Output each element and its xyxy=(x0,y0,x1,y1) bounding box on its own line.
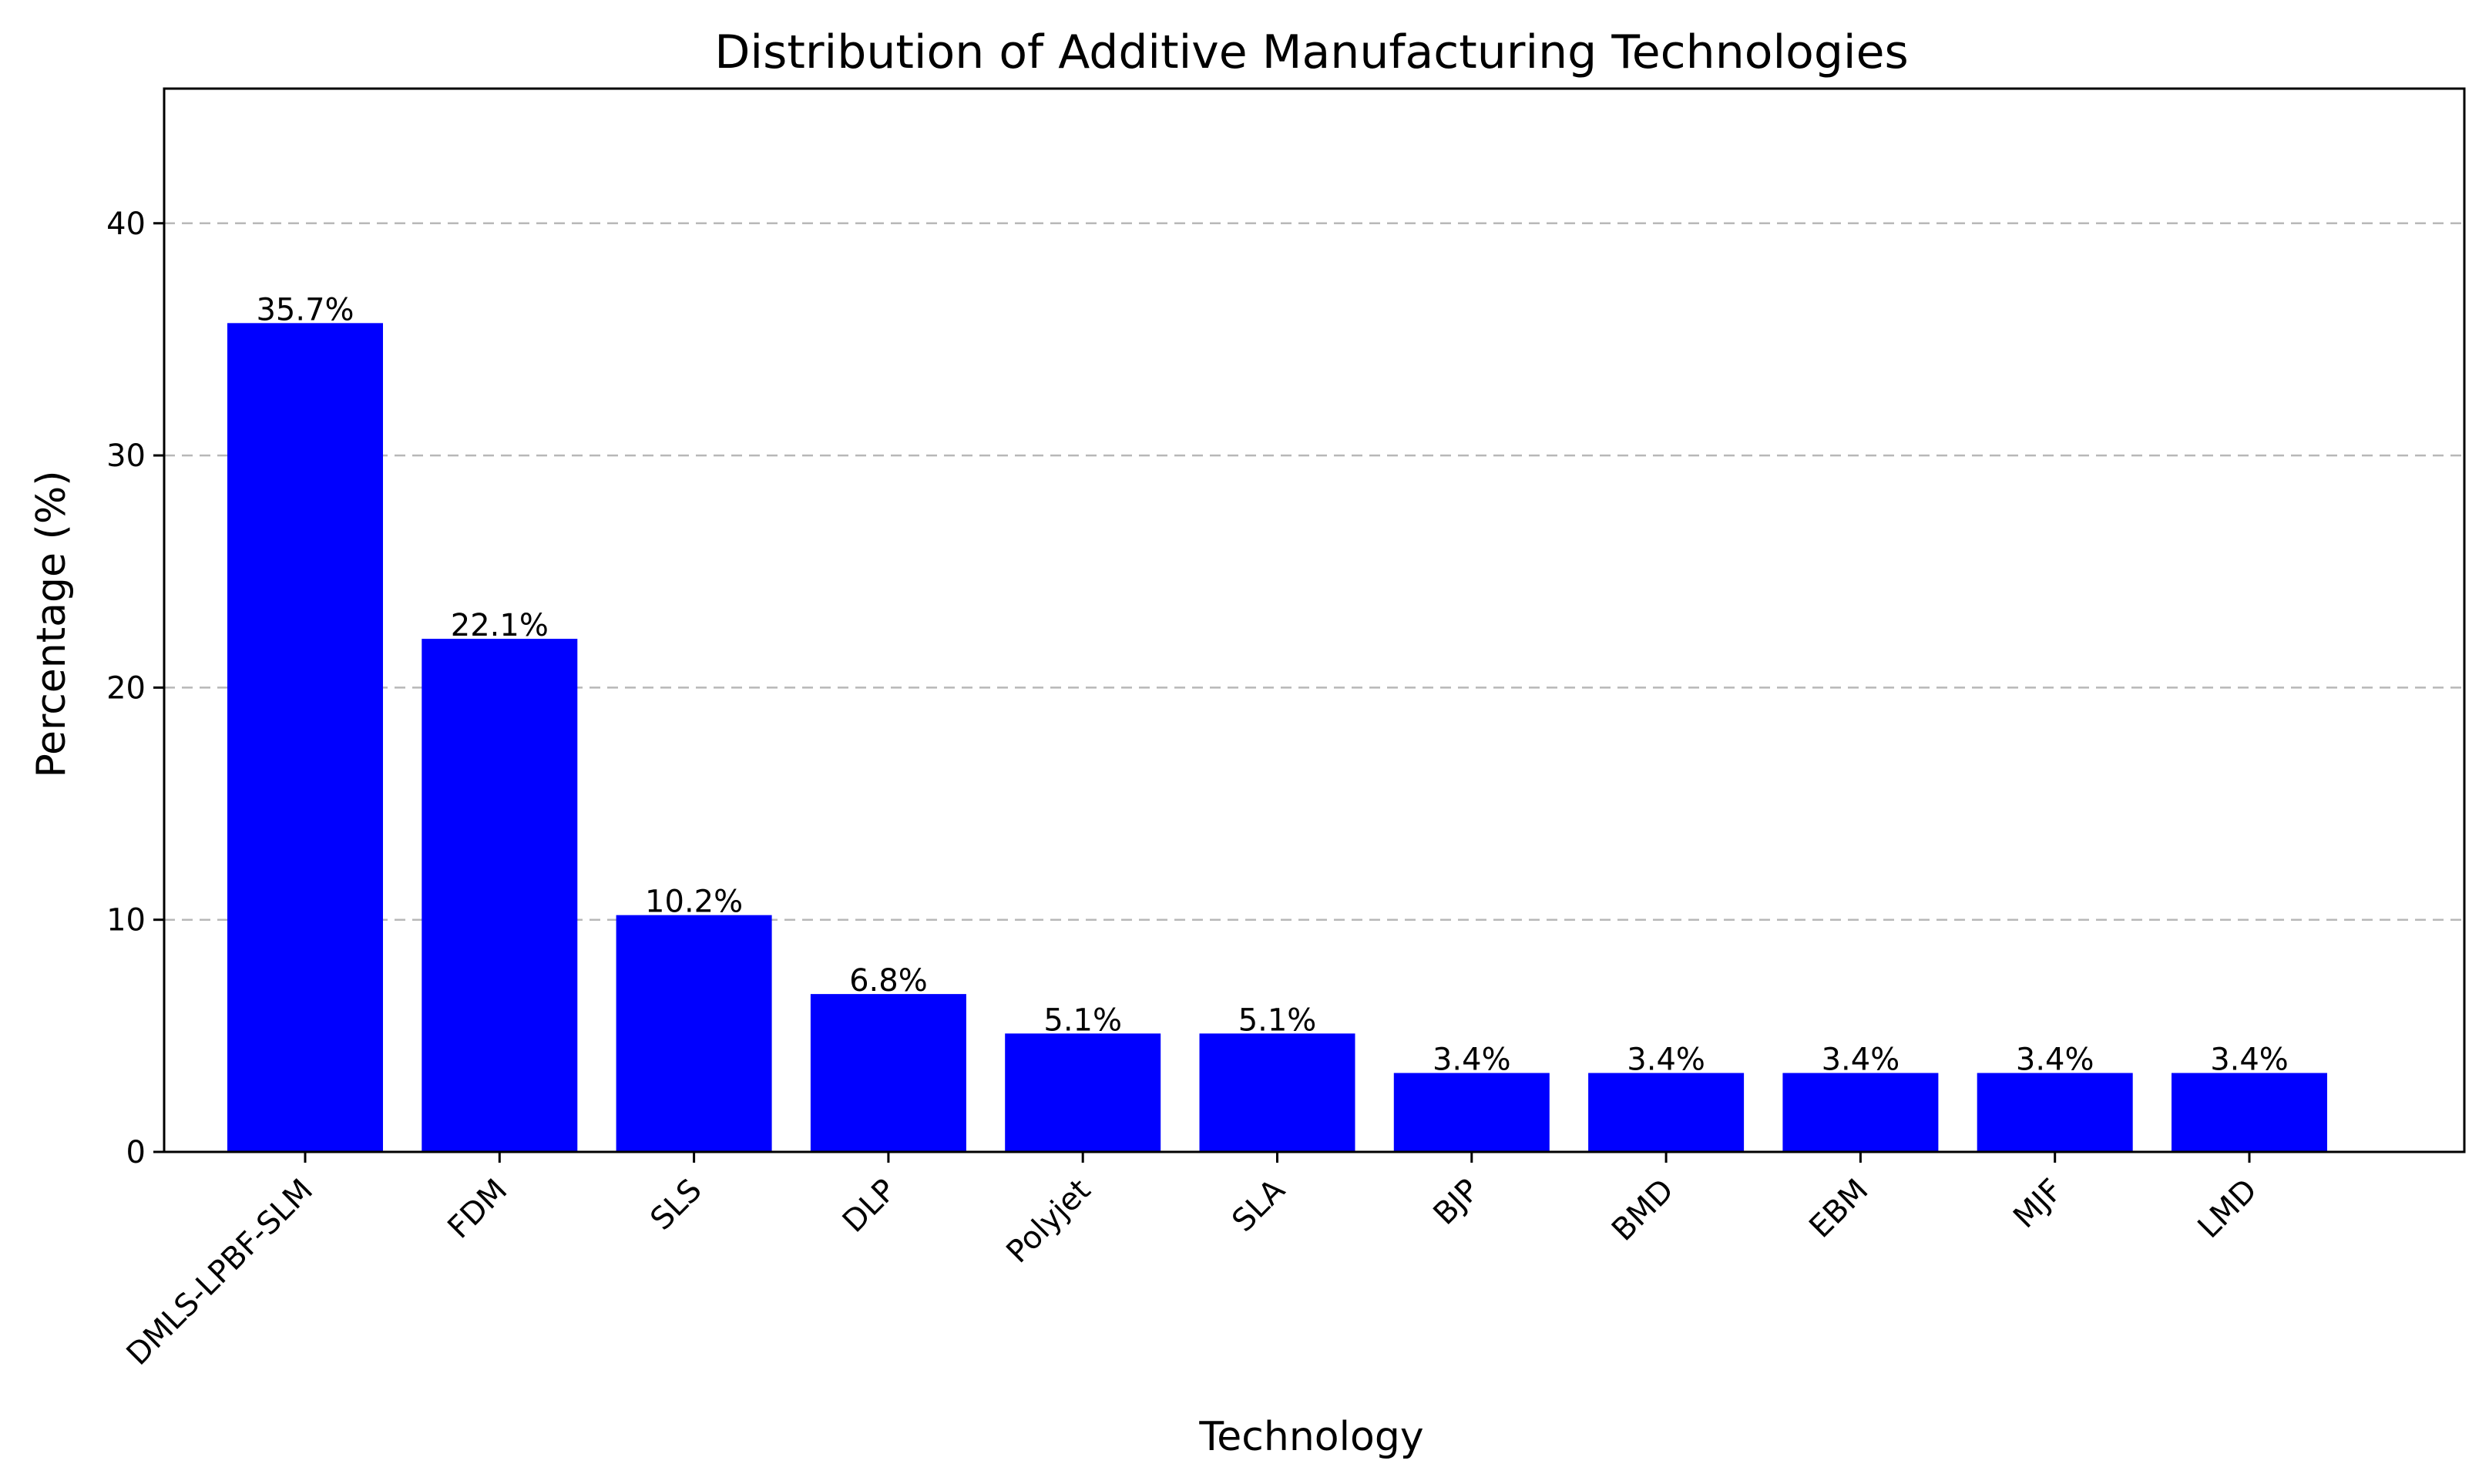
data-labels: 35.7% 22.1% 10.2% 6.8% 5.1% 5.1% 3.4% 3.4% 3.4% 3… xyxy=(256,292,2288,1077)
bar-value-label: 3.4% xyxy=(1822,1042,1900,1078)
bar-value-label: 6.8% xyxy=(849,963,928,999)
bar-value-label: 5.1% xyxy=(1238,1002,1317,1038)
bar-value-label: 22.1% xyxy=(451,608,549,643)
y-tick-label: 20 xyxy=(106,670,146,706)
x-tick-label: EBM xyxy=(1802,1173,1875,1245)
chart-title: Distribution of Additive Manufacturing T… xyxy=(714,25,1909,79)
x-tick-label: FDM xyxy=(441,1173,514,1246)
x-axis-label: Technology xyxy=(1198,1414,1423,1460)
x-tick-label: MJF xyxy=(2007,1173,2070,1236)
bar xyxy=(1782,1073,1939,1152)
x-tick-label: BJP xyxy=(1427,1173,1486,1232)
x-tick-label: DMLS-LPBF-SLM xyxy=(120,1173,320,1372)
bars xyxy=(227,323,2327,1153)
bar xyxy=(227,323,383,1153)
x-axis: DMLS-LPBF-SLM FDM SLS DLP Polyjet SLA BJP BMD EB… xyxy=(120,1152,2264,1372)
bar xyxy=(2172,1073,2327,1152)
y-tick-label: 30 xyxy=(106,438,146,474)
bar-value-label: 3.4% xyxy=(2210,1042,2289,1078)
y-tick-label: 10 xyxy=(106,903,146,938)
bar xyxy=(1199,1033,1355,1152)
x-tick-label: DLP xyxy=(836,1173,903,1240)
bar-value-label: 3.4% xyxy=(1627,1042,1705,1078)
y-tick-label: 40 xyxy=(106,206,146,242)
bar-value-label: 3.4% xyxy=(1433,1042,1511,1078)
bar xyxy=(1393,1073,1550,1152)
bar xyxy=(422,639,578,1152)
bar xyxy=(1588,1073,1745,1152)
bar-value-label: 35.7% xyxy=(256,292,354,327)
bar-value-label: 10.2% xyxy=(645,885,743,920)
plot-area-frame xyxy=(163,87,2466,1153)
x-tick-label: Polyjet xyxy=(999,1173,1097,1271)
x-tick-label: BMD xyxy=(1605,1173,1681,1248)
bar xyxy=(810,994,966,1152)
x-tick-label: LMD xyxy=(2192,1173,2264,1245)
bar xyxy=(1977,1073,2133,1152)
bar xyxy=(616,915,772,1152)
bar-value-label: 5.1% xyxy=(1043,1002,1122,1038)
y-tick-label: 0 xyxy=(126,1135,146,1170)
bar xyxy=(1005,1033,1161,1152)
bar-value-label: 3.4% xyxy=(2016,1042,2094,1078)
y-axis-label: Percentage (%) xyxy=(29,470,75,777)
y-axis: 0 10 20 30 40 xyxy=(106,206,164,1170)
gridlines xyxy=(164,222,2464,921)
x-tick-label: SLA xyxy=(1225,1172,1292,1239)
x-tick-label: SLS xyxy=(643,1173,708,1237)
